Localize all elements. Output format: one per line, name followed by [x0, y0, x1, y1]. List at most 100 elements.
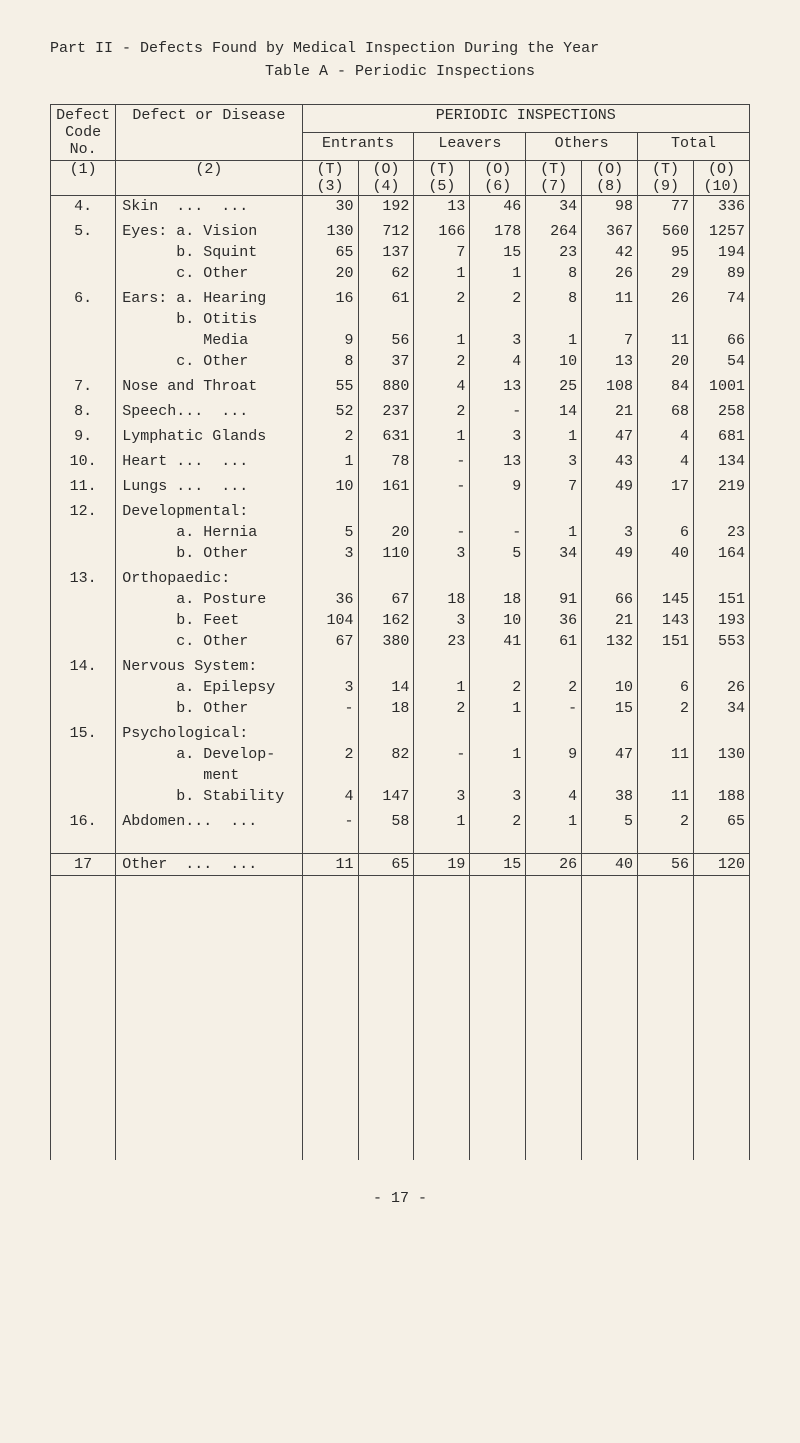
cell-value: [526, 568, 582, 589]
cell-value: [470, 723, 526, 744]
cell-value: 192: [358, 196, 414, 218]
cell-value: 18: [414, 589, 470, 610]
cell-value: 54: [693, 351, 749, 372]
cell-value: [582, 723, 638, 744]
cell-value: 11: [638, 786, 694, 807]
cell-value: 712: [358, 221, 414, 242]
cell-value: 3: [414, 786, 470, 807]
table-row: 9.Lymphatic Glands2631131474681: [51, 426, 750, 447]
cell-value: 46: [470, 196, 526, 218]
cell-code: [51, 589, 116, 610]
cell-code: 6.: [51, 288, 116, 309]
cell-value: 10: [470, 610, 526, 631]
cell-label: Ears: a. Hearing: [116, 288, 302, 309]
cell-code: 5.: [51, 221, 116, 242]
cell-value: [638, 765, 694, 786]
cell-value: 14: [358, 677, 414, 698]
table-row: 7.Nose and Throat5588041325108841001: [51, 376, 750, 397]
cell-value: [693, 568, 749, 589]
cell-code: [51, 677, 116, 698]
hdr-t3: (T)(7): [526, 161, 582, 196]
cell-value: [582, 765, 638, 786]
table-row: b. Other-1821-15234: [51, 698, 750, 719]
cell-value: 188: [693, 786, 749, 807]
cell-code: 7.: [51, 376, 116, 397]
cell-value: -: [470, 401, 526, 422]
cell-value: 11: [302, 854, 358, 876]
cell-value: 162: [358, 610, 414, 631]
cell-value: 18: [470, 589, 526, 610]
cell-value: 2: [414, 288, 470, 309]
cell-value: 2: [638, 698, 694, 719]
cell-value: -: [302, 811, 358, 832]
cell-code: [51, 631, 116, 652]
cell-value: 20: [638, 351, 694, 372]
cell-value: [582, 568, 638, 589]
cell-value: 19: [414, 854, 470, 876]
table-row: 6.Ears: a. Hearing1661228112674: [51, 288, 750, 309]
title-line-2: Table A - Periodic Inspections: [50, 63, 750, 80]
table-body: 4.Skin ... ...3019213463498773365.Eyes: …: [51, 196, 750, 1161]
table-row: 14.Nervous System:: [51, 656, 750, 677]
table-row: b. Other311035344940164: [51, 543, 750, 564]
cell-code: [51, 610, 116, 631]
cell-code: 13.: [51, 568, 116, 589]
cell-code: 9.: [51, 426, 116, 447]
cell-code: 11.: [51, 476, 116, 497]
cell-label: Heart ... ...: [116, 451, 302, 472]
cell-value: 151: [638, 631, 694, 652]
cell-value: 15: [470, 854, 526, 876]
hdr-o3: (O)(8): [582, 161, 638, 196]
cell-value: 3: [470, 426, 526, 447]
cell-value: 65: [693, 811, 749, 832]
cell-value: [693, 765, 749, 786]
cell-value: 34: [526, 196, 582, 218]
cell-value: 26: [526, 854, 582, 876]
table-row: b. Squint65137715234295194: [51, 242, 750, 263]
table-row: Media95613171166: [51, 330, 750, 351]
cell-value: [302, 501, 358, 522]
cell-value: 65: [358, 854, 414, 876]
hdr-defect-code: Defect Code No.: [51, 105, 116, 161]
cell-value: 110: [358, 543, 414, 564]
cell-value: 56: [358, 330, 414, 351]
cell-value: 61: [526, 631, 582, 652]
hdr-p2: (2): [116, 161, 302, 196]
cell-label: Nose and Throat: [116, 376, 302, 397]
cell-value: 5: [302, 522, 358, 543]
cell-value: [358, 309, 414, 330]
cell-value: 40: [638, 543, 694, 564]
hdr-entrants: Entrants: [302, 133, 414, 161]
hdr-others: Others: [526, 133, 638, 161]
cell-value: 58: [358, 811, 414, 832]
cell-value: 15: [470, 242, 526, 263]
hdr-o1: (O)(4): [358, 161, 414, 196]
cell-label: Media: [116, 330, 302, 351]
cell-value: 178: [470, 221, 526, 242]
cell-value: 4: [414, 376, 470, 397]
cell-value: [470, 656, 526, 677]
cell-value: [638, 501, 694, 522]
cell-value: 65: [302, 242, 358, 263]
cell-value: 3: [302, 543, 358, 564]
cell-value: 1: [414, 811, 470, 832]
cell-code: 12.: [51, 501, 116, 522]
hdr-p1: (1): [51, 161, 116, 196]
cell-value: 1: [414, 263, 470, 284]
cell-value: 134: [693, 451, 749, 472]
cell-value: 143: [638, 610, 694, 631]
cell-value: 7: [526, 476, 582, 497]
cell-code: [51, 263, 116, 284]
cell-value: 95: [638, 242, 694, 263]
table-row: c. Other8372410132054: [51, 351, 750, 372]
cell-code: 16.: [51, 811, 116, 832]
cell-value: 43: [582, 451, 638, 472]
cell-label: b. Otitis: [116, 309, 302, 330]
cell-value: 108: [582, 376, 638, 397]
table-row: a. Epilepsy31412210626: [51, 677, 750, 698]
cell-value: 20: [302, 263, 358, 284]
cell-value: 264: [526, 221, 582, 242]
cell-value: 47: [582, 426, 638, 447]
cell-value: 56: [638, 854, 694, 876]
cell-value: 2: [414, 401, 470, 422]
